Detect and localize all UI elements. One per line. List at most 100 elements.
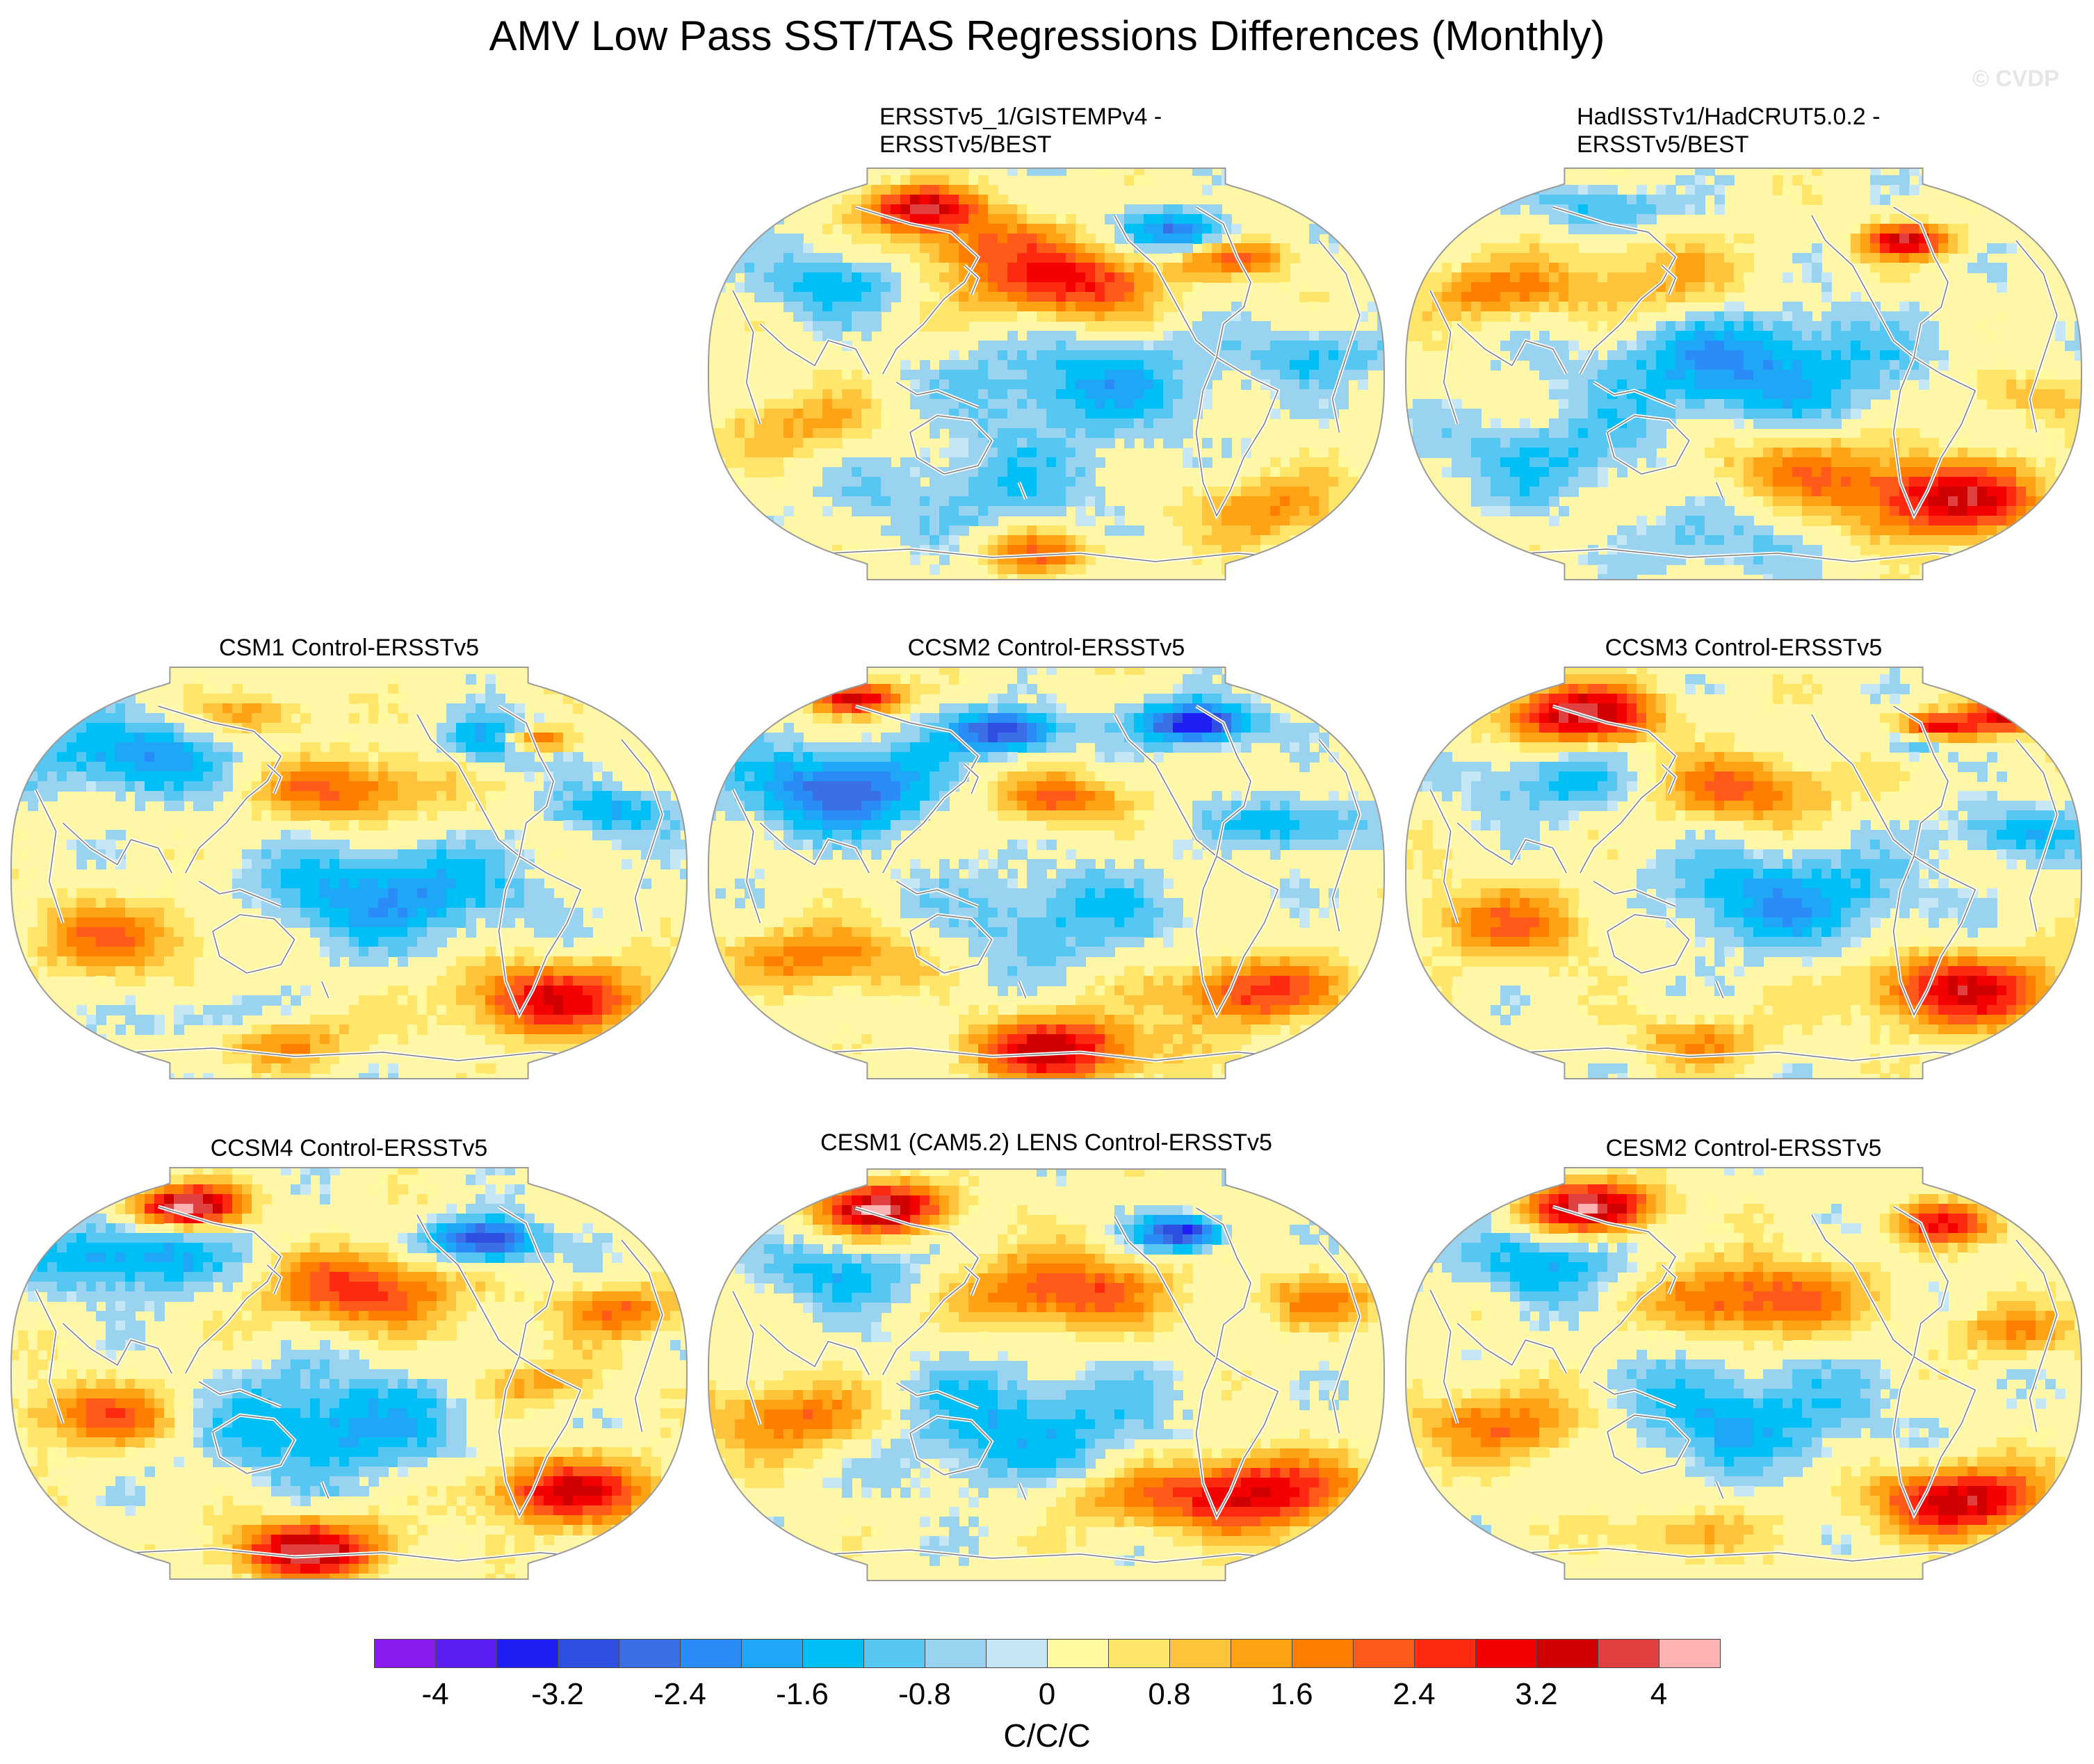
field-cell: [330, 781, 340, 792]
field-cell: [96, 927, 106, 938]
field-cell: [1646, 263, 1657, 273]
field-cell: [793, 311, 804, 322]
field-cell: [1007, 467, 1018, 477]
field-cell: [573, 791, 583, 801]
field-cell: [261, 888, 272, 899]
field-cell: [1520, 487, 1530, 497]
field-cell: [725, 418, 736, 429]
field-cell: [1270, 360, 1281, 370]
field-cell: [920, 302, 930, 312]
field-cell: [998, 399, 1008, 409]
field-cell: [67, 742, 77, 753]
field-cell: [1095, 292, 1105, 302]
field-cell: [115, 830, 126, 840]
field-cell: [651, 976, 661, 986]
field-cell: [1773, 175, 1783, 186]
field-cell: [1085, 341, 1096, 351]
field-cell: [641, 947, 651, 957]
field-cell: [631, 820, 642, 831]
field-cell: [407, 879, 418, 889]
field-cell: [900, 185, 911, 195]
field-cell: [852, 487, 862, 497]
field-cell: [1046, 341, 1057, 351]
field-cell: [1997, 282, 2007, 293]
field-cell: [1578, 379, 1589, 390]
field-cell: [437, 733, 447, 743]
field-cell: [803, 428, 813, 439]
field-cell: [813, 253, 823, 263]
field-cell: [534, 762, 544, 772]
field-cell: [1666, 204, 1676, 215]
field-cell: [1173, 341, 1183, 351]
field-cell: [764, 282, 774, 293]
field-cell: [641, 752, 651, 762]
field-cell: [1967, 477, 1978, 487]
field-cell: [660, 927, 671, 938]
field-cell: [1076, 477, 1086, 487]
field-cell: [67, 908, 77, 918]
field-cell: [1520, 302, 1530, 312]
field-cell: [1539, 292, 1550, 302]
field-cell: [164, 956, 174, 967]
field-cell: [978, 185, 989, 195]
field-cell: [1192, 370, 1203, 380]
field-cell: [1500, 302, 1511, 312]
field-cell: [1870, 545, 1881, 555]
field-cell: [1588, 311, 1598, 322]
field-cell: [76, 723, 87, 733]
field-cell: [1066, 438, 1076, 448]
field-cell: [339, 810, 350, 821]
field-cell: [1280, 496, 1290, 507]
field-cell: [1695, 379, 1705, 390]
field-cell: [774, 428, 784, 439]
field-cell: [1841, 360, 1851, 370]
field-cell: [725, 438, 736, 448]
field-cell: [1134, 263, 1144, 273]
field-cell: [1598, 555, 1608, 565]
field-cell: [1831, 496, 1842, 507]
field-cell: [184, 752, 194, 762]
field-cell: [466, 869, 476, 879]
field-cell: [1539, 428, 1550, 439]
field-cell: [852, 506, 862, 516]
field-cell: [1452, 311, 1462, 322]
field-cell: [1153, 418, 1164, 429]
field-cell: [2026, 467, 2036, 477]
field-cell: [1637, 350, 1647, 361]
field-cell: [1046, 350, 1057, 361]
field-cell: [2016, 535, 2027, 546]
field-cell: [1695, 321, 1705, 332]
field-cell: [1685, 496, 1696, 507]
field-cell: [222, 762, 233, 772]
field-cell: [174, 1005, 184, 1015]
field-cell: [1017, 370, 1028, 380]
field-cell: [1987, 389, 1997, 400]
field-cell: [1812, 379, 1822, 390]
field-cell: [1549, 448, 1559, 458]
field-cell: [660, 976, 671, 986]
field-cell: [670, 801, 681, 811]
field-cell: [1114, 516, 1125, 526]
field-cell: [959, 195, 969, 205]
field-cell: [920, 204, 930, 215]
field-cell: [1377, 168, 1384, 176]
field-cell: [1598, 428, 1608, 439]
field-cell: [1617, 214, 1628, 224]
field-cell: [1890, 496, 1900, 507]
field-cell: [891, 506, 901, 516]
field-cell: [271, 723, 282, 733]
field-cell: [1027, 204, 1037, 215]
field-cell: [631, 956, 642, 967]
field-cell: [1627, 574, 1637, 580]
field-cell: [939, 321, 950, 332]
field-cell: [154, 888, 165, 899]
field-cell: [339, 1044, 350, 1054]
field-cell: [1222, 214, 1232, 224]
field-cell: [583, 1044, 593, 1054]
field-cell: [330, 742, 340, 753]
field-cell: [1046, 574, 1057, 580]
field-cell: [154, 762, 165, 772]
field-cell: [67, 781, 77, 792]
field-cell: [793, 234, 804, 244]
field-cell: [939, 379, 950, 390]
